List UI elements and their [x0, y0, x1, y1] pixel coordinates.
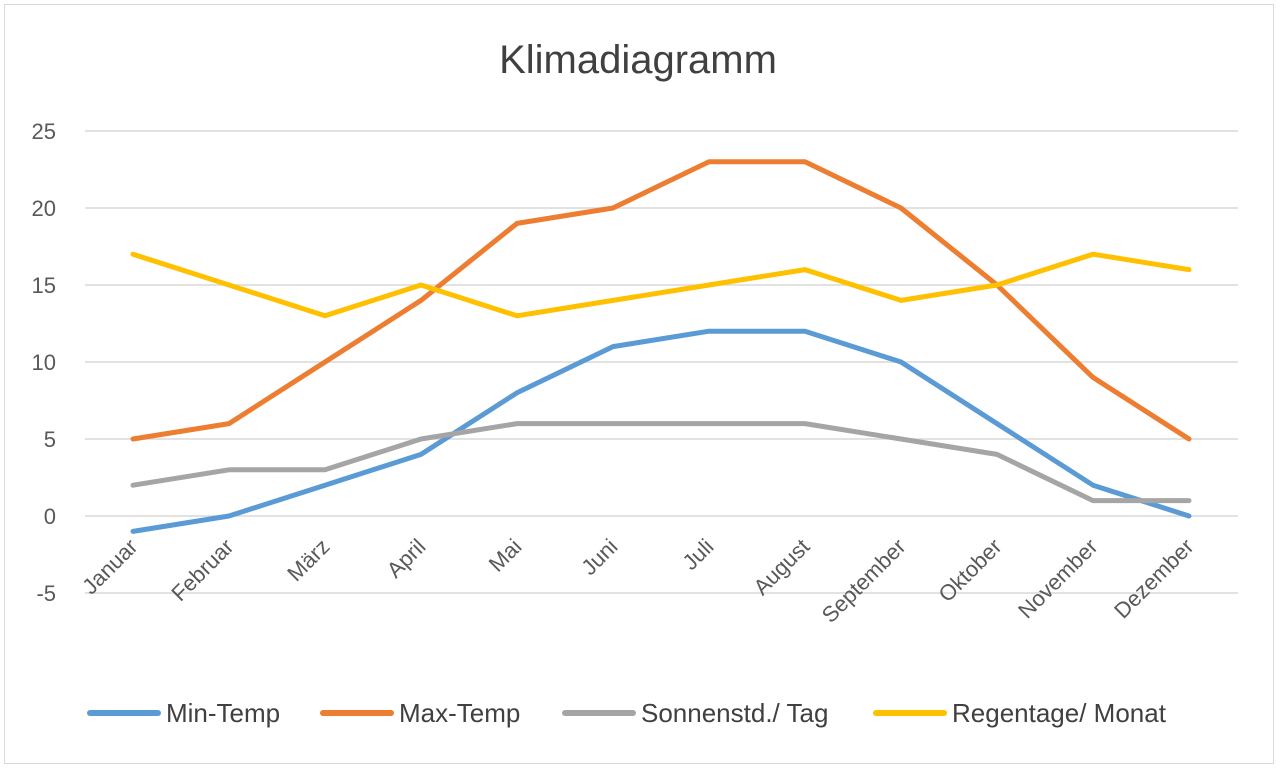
- series-lines: [130, 159, 1192, 534]
- y-tick-label: 10: [32, 350, 56, 375]
- x-tick-label: Juli: [678, 534, 719, 575]
- x-tick-label: Oktober: [934, 534, 1007, 607]
- y-tick-label: -5: [36, 581, 56, 606]
- legend-label: Sonnenstd./ Tag: [641, 698, 828, 728]
- y-tick-label: 15: [32, 273, 56, 298]
- x-tick-label: Dezember: [1109, 534, 1198, 623]
- x-tick-label: Januar: [77, 534, 142, 599]
- series-line-4: [130, 251, 1192, 319]
- gridlines: [85, 130, 1238, 594]
- x-tick-label: November: [1013, 534, 1102, 623]
- x-tick-label: Februar: [166, 534, 238, 606]
- y-axis-ticks: -5 0 5 10 15 20 25: [32, 119, 56, 606]
- x-tick-label: Mai: [484, 534, 527, 577]
- y-tick-label: 20: [32, 196, 56, 221]
- chart-title: Klimadiagramm: [499, 38, 777, 82]
- x-tick-label: März: [282, 534, 334, 586]
- x-tick-label: April: [382, 534, 431, 583]
- x-tick-label: August: [748, 534, 814, 600]
- legend: Min-Temp Max-Temp Sonnenstd./ Tag Regentage…: [87, 698, 1167, 728]
- series-line-3: [130, 421, 1192, 504]
- legend-label: Min-Temp: [166, 698, 280, 728]
- y-tick-label: 5: [44, 427, 56, 452]
- x-tick-label: Juni: [576, 534, 622, 580]
- series-line-1: [130, 328, 1192, 534]
- x-axis-ticks: Januar Februar März April Mai Juni Juli August S…: [77, 534, 1198, 628]
- y-tick-label: 0: [44, 504, 56, 529]
- y-tick-label: 25: [32, 119, 56, 144]
- x-tick-label: September: [817, 534, 911, 628]
- series-line-2: [130, 159, 1192, 442]
- legend-label: Max-Temp: [399, 698, 520, 728]
- legend-label: Regentage/ Monat: [952, 698, 1167, 728]
